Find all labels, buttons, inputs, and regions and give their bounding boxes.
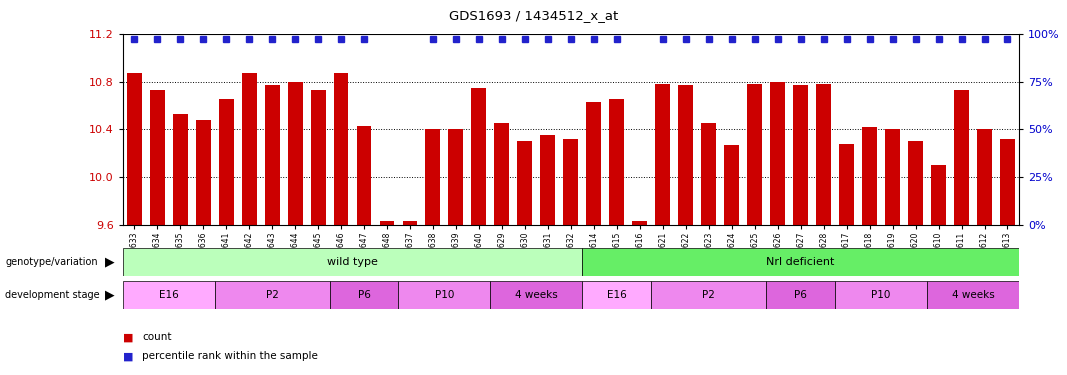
Bar [679, 85, 694, 225]
Bar [886, 129, 901, 225]
Bar [517, 141, 532, 225]
Text: P6: P6 [794, 290, 807, 300]
Text: P2: P2 [266, 290, 278, 300]
Bar [927, 281, 1019, 309]
Bar [123, 281, 214, 309]
Bar [195, 120, 210, 225]
Text: P6: P6 [357, 290, 370, 300]
Bar [839, 144, 854, 225]
Bar [908, 141, 923, 225]
Bar [747, 84, 762, 225]
Bar [655, 84, 670, 225]
Bar [651, 281, 766, 309]
Text: 4 weeks: 4 weeks [952, 290, 994, 300]
Bar [356, 126, 371, 225]
Bar [770, 81, 785, 225]
Text: count: count [142, 333, 172, 342]
Bar [583, 248, 1019, 276]
Bar [426, 129, 441, 225]
Bar [931, 165, 946, 225]
Bar [587, 102, 602, 225]
Bar [241, 73, 256, 225]
Bar [766, 281, 835, 309]
Bar [540, 135, 555, 225]
Bar [793, 85, 808, 225]
Bar [123, 248, 583, 276]
Bar [173, 114, 188, 225]
Bar [816, 84, 831, 225]
Text: percentile rank within the sample: percentile rank within the sample [142, 351, 318, 361]
Bar [402, 221, 417, 225]
Bar [633, 221, 648, 225]
Text: P2: P2 [702, 290, 715, 300]
Bar [724, 145, 739, 225]
Bar [288, 81, 303, 225]
Text: E16: E16 [607, 290, 626, 300]
Text: wild type: wild type [328, 256, 378, 267]
Text: P10: P10 [872, 290, 891, 300]
Text: genotype/variation: genotype/variation [5, 256, 98, 267]
Bar [380, 221, 395, 225]
Bar [219, 99, 234, 225]
Bar [214, 281, 330, 309]
Text: GDS1693 / 1434512_x_at: GDS1693 / 1434512_x_at [449, 9, 618, 22]
Text: ▶: ▶ [105, 289, 114, 302]
Bar [310, 90, 325, 225]
Bar [862, 127, 877, 225]
Text: 4 weeks: 4 weeks [515, 290, 558, 300]
Bar [472, 87, 487, 225]
Bar [563, 139, 578, 225]
Text: ■: ■ [123, 333, 133, 342]
Text: ■: ■ [123, 351, 133, 361]
Text: ▶: ▶ [105, 255, 114, 268]
Bar [977, 129, 992, 225]
Bar [494, 123, 509, 225]
Bar [127, 73, 142, 225]
Bar [330, 281, 398, 309]
Bar [398, 281, 491, 309]
Bar [149, 90, 164, 225]
Bar [701, 123, 716, 225]
Bar [491, 281, 583, 309]
Bar [448, 129, 463, 225]
Bar [1000, 139, 1015, 225]
Text: E16: E16 [159, 290, 178, 300]
Text: P10: P10 [434, 290, 455, 300]
Text: development stage: development stage [5, 290, 100, 300]
Bar [334, 73, 349, 225]
Bar [835, 281, 927, 309]
Bar [583, 281, 651, 309]
Text: Nrl deficient: Nrl deficient [766, 256, 834, 267]
Bar [265, 85, 280, 225]
Bar [609, 99, 624, 225]
Bar [954, 90, 969, 225]
